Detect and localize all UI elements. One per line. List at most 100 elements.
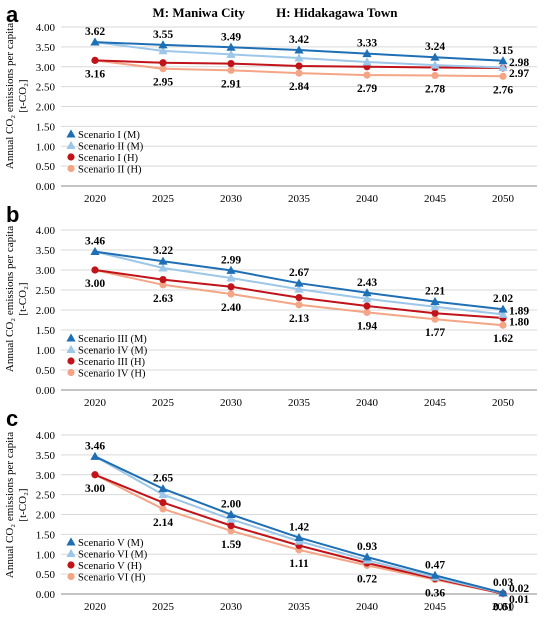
panel-c-ytick-label: 1.50 <box>36 529 56 541</box>
header-hidakagawa: H: Hidakagawa Town <box>276 5 398 20</box>
panel-b-data-point <box>227 290 235 298</box>
panel-a-data-label: 3.49 <box>221 31 241 43</box>
panel-b-chart: 0.00 0.50 1.00 1.50 2.00 2.50 3.00 3.50 4.00 2020… <box>36 225 537 409</box>
panel-a-ytick-label: 3.50 <box>36 42 56 54</box>
panel-a-data-point <box>159 65 167 73</box>
panel-b-data-point <box>158 263 168 272</box>
panel-c-chart: 0.00 0.50 1.00 1.50 2.00 2.50 3.00 3.50 4.00 2020… <box>36 430 537 614</box>
panel-c-legend-marker <box>66 548 76 557</box>
panel-b-data-point <box>431 309 439 317</box>
panel-a-chart: 0.00 0.50 1.00 1.50 2.00 2.50 3.00 3.50 4.00 2020… <box>36 22 537 205</box>
panel-a-data-label: 3.62 <box>85 26 105 38</box>
panel-a-xtick-label: 2025 <box>152 193 175 205</box>
panel-c-data-label: 1.11 <box>289 558 309 570</box>
panel-b-data-point <box>227 283 235 291</box>
panel-a-legend-label: Scenario II (M) <box>78 142 144 153</box>
panel-c-ytick-label: 1.00 <box>36 549 56 561</box>
panel-a-data-label: 3.55 <box>153 29 173 41</box>
panel-c-ytick-label: 0.50 <box>36 569 56 581</box>
panel-a-xtick-label: 2050 <box>492 193 515 205</box>
panel-a-xtick-label: 2040 <box>356 193 379 205</box>
panel-a-data-point <box>226 42 236 51</box>
panel-b-data-point <box>226 265 236 274</box>
panel-b-data-point <box>159 276 167 284</box>
panel-c-ytick-label: 4.00 <box>36 430 56 442</box>
panel-b-data-label: 2.43 <box>357 277 377 289</box>
panel-a-data-point <box>498 56 508 65</box>
panel-b-data-point <box>363 308 371 316</box>
panel-a-data-label: 2.84 <box>289 81 309 93</box>
panel-b-ytick-label: 4.00 <box>36 225 56 237</box>
panel-a-legend-label: Scenario I (M) <box>78 130 140 141</box>
panel-a-data-point <box>294 45 304 54</box>
panel-b-data-point <box>431 315 439 323</box>
panel-b-xtick-label: 2050 <box>492 397 515 409</box>
panel-a-data-label: 2.78 <box>425 83 445 95</box>
panel-b-ytick-label: 0.50 <box>36 365 56 377</box>
panel-a-ytick-label: 2.50 <box>36 82 56 94</box>
panel-c-data-point <box>90 451 100 460</box>
panel-a-data-point <box>91 56 99 64</box>
panel-c-legend-label: Scenario VI (M) <box>78 550 148 561</box>
panel-b-data-label: 2.21 <box>425 286 445 298</box>
panel-b-data-point <box>498 304 508 313</box>
panel-a-ytick-label: 2.00 <box>36 102 56 114</box>
panel-a-data-point <box>430 52 440 61</box>
panel-c-data-label: 3.00 <box>85 483 105 495</box>
panel-c-data-point <box>227 527 235 535</box>
panel-c-data-label: 2.14 <box>153 517 173 529</box>
panel-a-ytick-label: 3.00 <box>36 62 56 74</box>
panel-c-end-label: 0.01 <box>509 594 529 606</box>
panel-c-data-point <box>159 505 167 513</box>
panel-b-xtick-label: 2025 <box>152 397 175 409</box>
panel-a-data-point <box>363 71 371 79</box>
panel-a-data-label: 3.15 <box>493 45 513 57</box>
panel-b-data-point <box>363 302 371 310</box>
panel-a-data-label: 2.91 <box>221 78 241 90</box>
panel-b-data-point <box>498 309 508 318</box>
panel-c-data-label: 0.36 <box>425 588 445 600</box>
panel-c-xtick-label: 2035 <box>288 601 311 613</box>
panel-b-data-point <box>499 321 507 329</box>
panel-a-data-point <box>227 59 235 68</box>
panel-c-data-point <box>158 490 168 499</box>
panel-c-data-label: 3.46 <box>85 440 105 452</box>
panel-c-data-label: 1.59 <box>221 539 241 551</box>
panel-c-data-point <box>362 552 372 561</box>
panel-a-data-point <box>362 57 372 66</box>
panel-c-legend-marker <box>67 561 75 569</box>
panel-c-legend-marker <box>66 537 76 546</box>
panel-b-data-point <box>430 302 440 311</box>
panel-c-xtick-label: 2050 <box>492 601 515 613</box>
panel-c-data-label: 0.03 <box>493 577 513 589</box>
panel-b-ytick-label: 1.50 <box>36 325 56 337</box>
panel-c-ytick-label: 3.00 <box>36 470 56 482</box>
panel-a-legend-marker <box>66 129 76 138</box>
panel-a-data-point <box>362 49 372 58</box>
panel-b-xtick-label: 2020 <box>84 397 107 409</box>
panel-b-xtick-label: 2045 <box>424 397 447 409</box>
panel-b-data-point <box>91 266 99 274</box>
panel-b-end-label: 1.80 <box>509 317 529 329</box>
panel-a-xtick-label: 2045 <box>424 193 447 205</box>
panel-b-legend-marker <box>66 333 76 342</box>
panel-b-data-point <box>159 281 167 289</box>
panel-c-ytick-label: 2.50 <box>36 490 56 502</box>
panel-b-data-label: 2.99 <box>221 254 241 266</box>
panel-a-legend-marker <box>67 153 75 161</box>
panel-c-xtick-label: 2045 <box>424 601 447 613</box>
panel-b-ytick-label: 3.50 <box>36 245 56 257</box>
panel-a-data-point <box>158 46 168 55</box>
panel-b-data-label: 3.22 <box>153 245 173 257</box>
panel-c-ytick-label: 2.00 <box>36 510 56 522</box>
panel-a-ytick-label: 4.00 <box>36 22 56 34</box>
panel-a-legend-label: Scenario I (H) <box>78 153 139 164</box>
panel-c-data-label: 2.65 <box>153 473 173 485</box>
panel-b-xtick-label: 2030 <box>220 397 243 409</box>
panel-c-data-point <box>226 514 236 523</box>
panel-b-ytick-label: 2.50 <box>36 285 56 297</box>
panel-b-data-point <box>295 301 303 309</box>
panel-a-data-label: 3.16 <box>85 68 105 80</box>
